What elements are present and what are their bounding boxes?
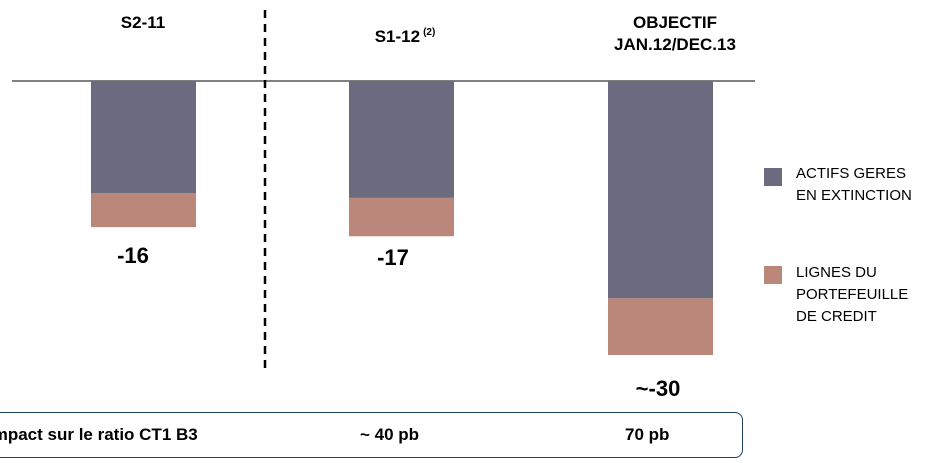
impact-value-objectif: 70 pb <box>625 425 670 444</box>
legend-swatch-lignes <box>764 266 782 284</box>
bar-segment-actifs-1 <box>349 81 454 198</box>
legend-label-lignes: LIGNES DU PORTEFEUILLE DE CREDIT <box>796 264 909 325</box>
impact-label: Impact sur le ratio CT1 B3 <box>0 425 198 444</box>
bar-segment-lignes-2 <box>608 298 713 355</box>
legend-label-actifs: ACTIFS GERES EN EXTINCTION <box>796 165 912 204</box>
bar-segment-actifs-2 <box>608 81 713 299</box>
impact-value-s1-12: ~ 40 pb <box>360 425 420 444</box>
total-label-s1-12: -17 <box>377 245 409 270</box>
bar-segment-actifs-0 <box>91 81 196 194</box>
bar-segment-lignes-0 <box>91 193 196 228</box>
category-label-s1-12: S1-12 (2) <box>374 27 436 46</box>
category-label-objectif: OBJECTIF JAN.12/DEC.13 <box>614 13 736 54</box>
total-label-s2-11: -16 <box>117 243 149 268</box>
total-label-objectif: ~-30 <box>635 376 681 401</box>
bar-segment-lignes-1 <box>349 197 454 237</box>
category-label-s2-11: S2-11 <box>120 13 166 32</box>
impact-box <box>0 412 743 458</box>
legend-swatch-actifs <box>764 168 782 186</box>
footnote-marker: (2) <box>423 27 436 38</box>
